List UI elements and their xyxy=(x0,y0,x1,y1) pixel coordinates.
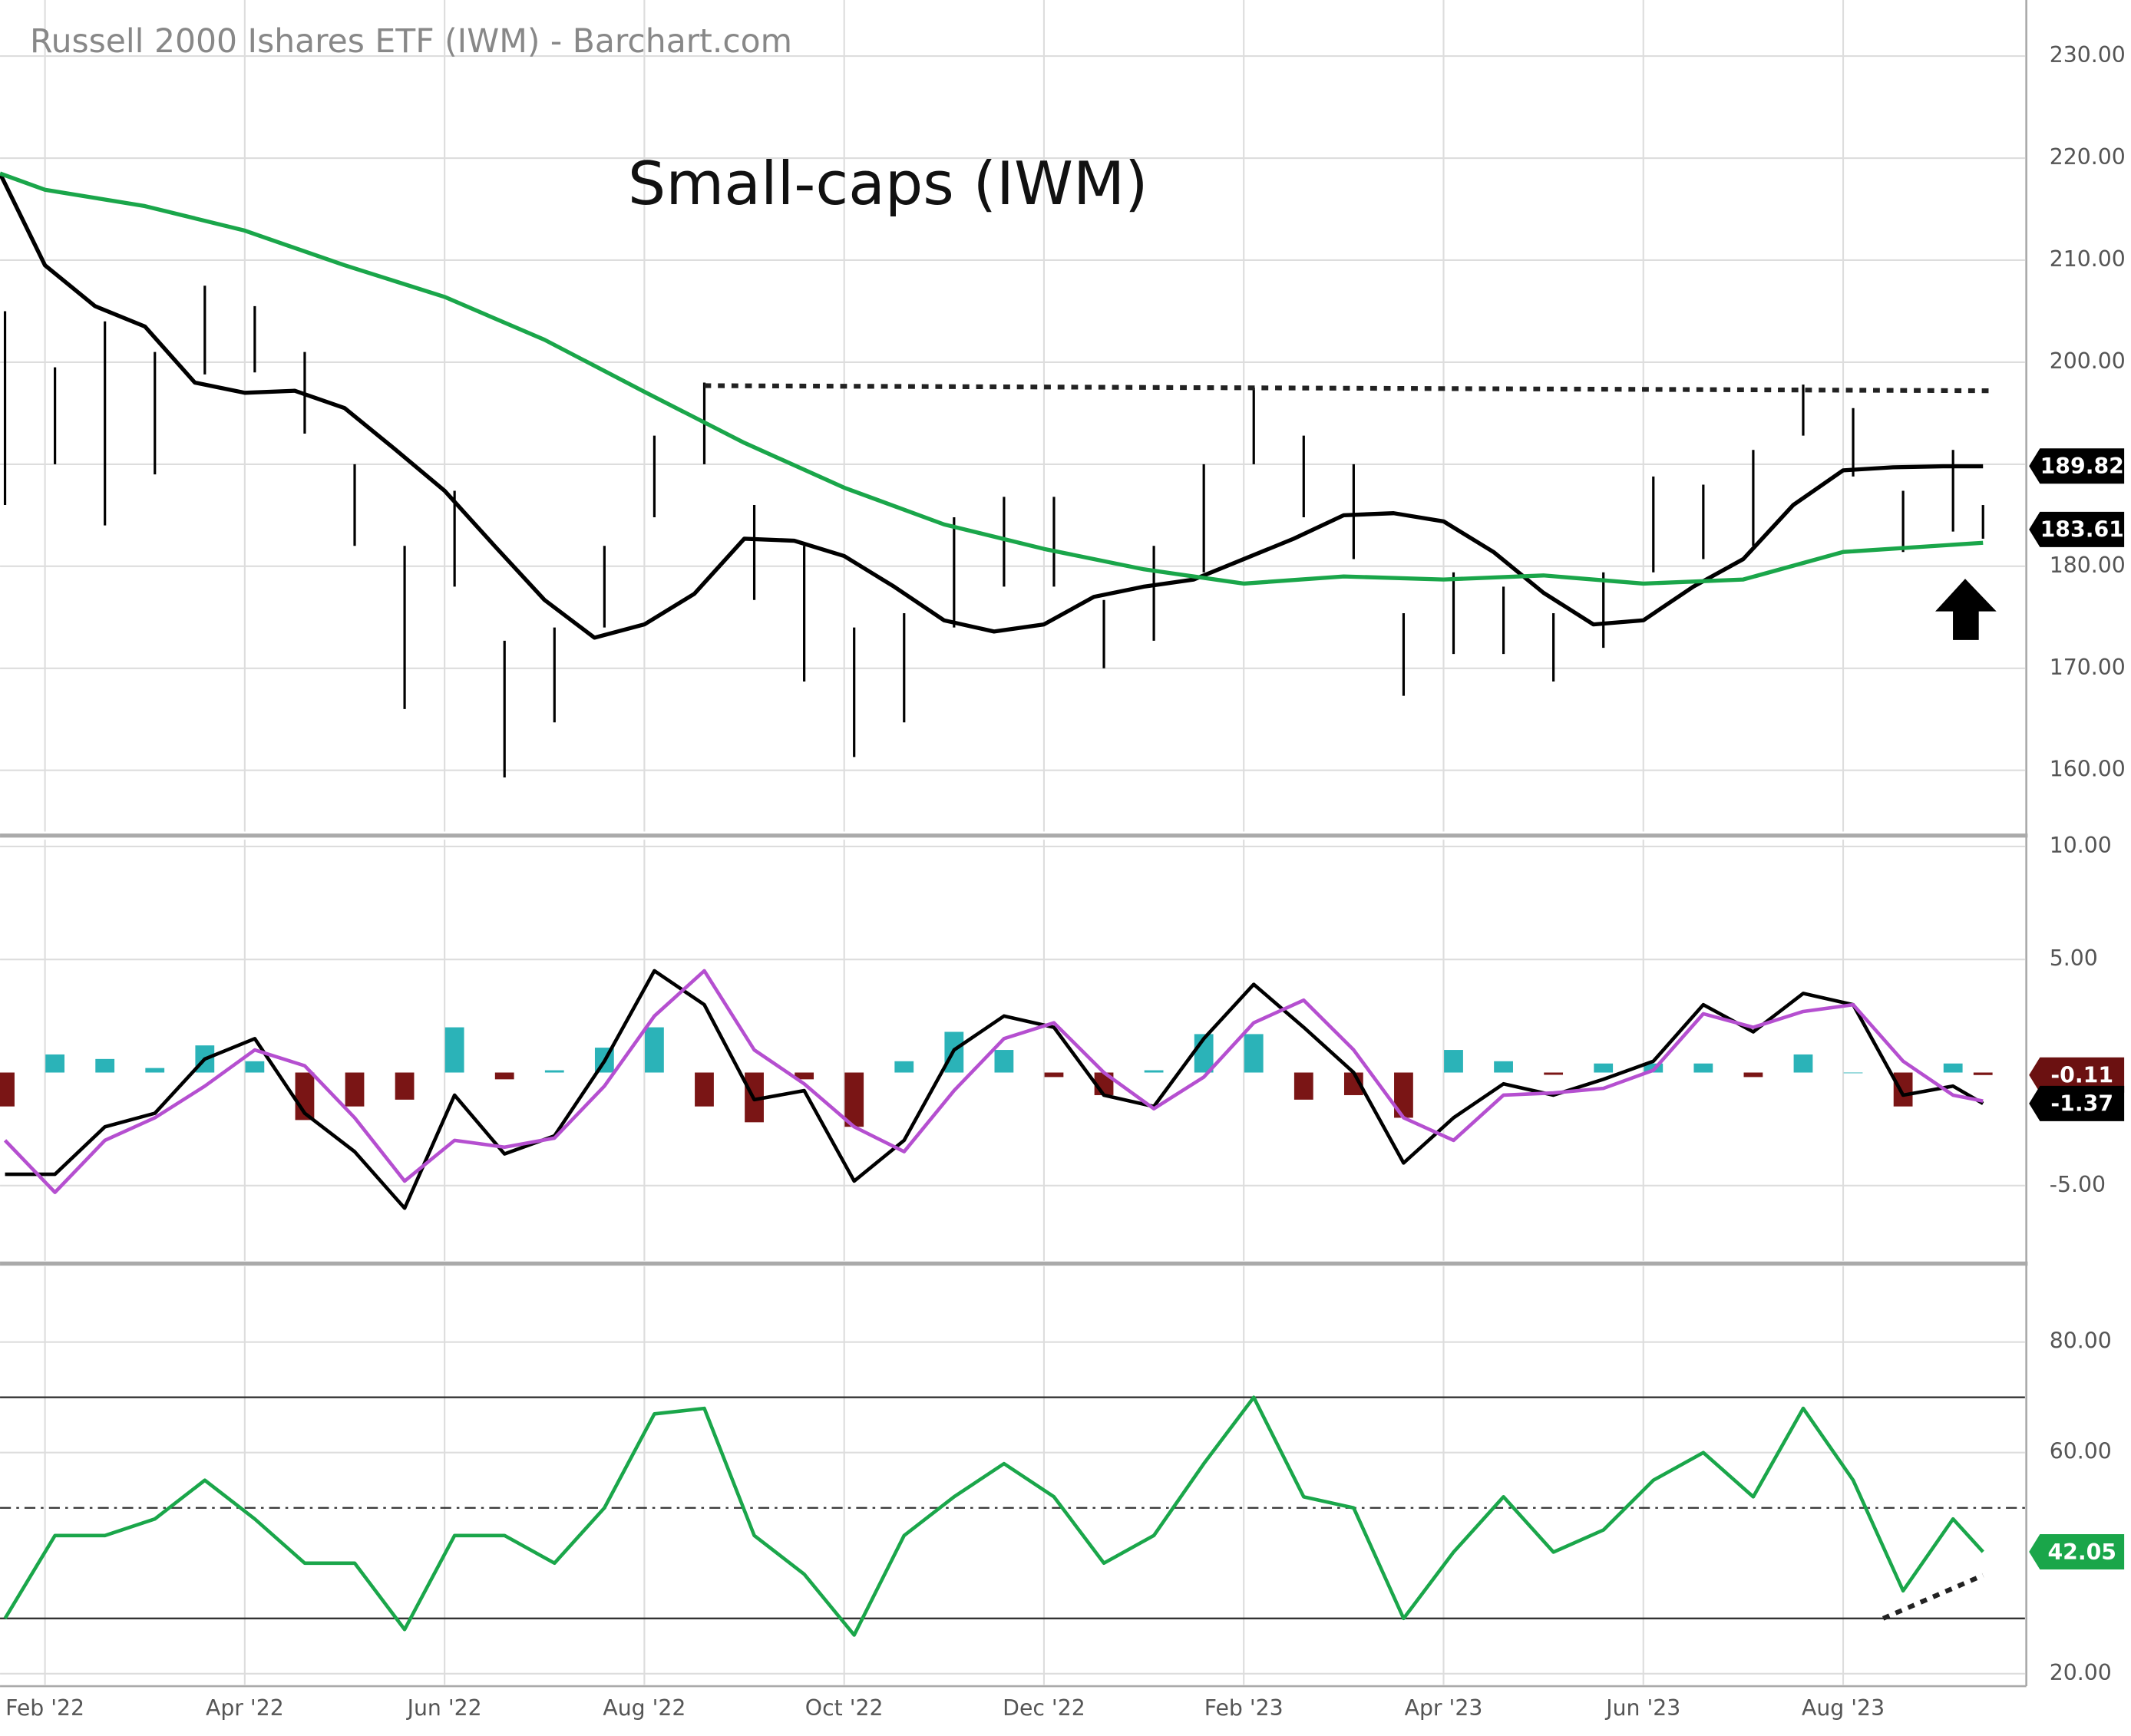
value-marker-label: 183.61 xyxy=(2040,517,2124,543)
histogram-bar xyxy=(795,1072,814,1080)
histogram-bar xyxy=(544,1070,564,1073)
y-tick-label: 80.00 xyxy=(2050,1328,2112,1354)
series-line xyxy=(0,172,1984,640)
histogram-bar xyxy=(1244,1034,1264,1073)
grid xyxy=(0,0,2025,1685)
histogram-bar xyxy=(1843,1072,1863,1074)
x-tick-label: Jun '22 xyxy=(406,1695,482,1721)
histogram-bar xyxy=(994,1050,1014,1073)
histogram-bar xyxy=(494,1072,514,1080)
y-tick-label: 20.00 xyxy=(2050,1660,2112,1685)
y-tick-label: 180.00 xyxy=(2050,553,2126,578)
series-line xyxy=(0,171,1984,586)
histogram-bar xyxy=(95,1058,115,1073)
trendline xyxy=(1882,1573,1984,1621)
histogram-bar xyxy=(1943,1063,1963,1073)
histogram-bar xyxy=(1544,1072,1564,1075)
x-tick-label: Feb '23 xyxy=(1204,1695,1284,1721)
value-marker-label: 189.82 xyxy=(2040,454,2124,479)
value-marker xyxy=(2029,448,2125,484)
histogram-bar xyxy=(1594,1063,1614,1073)
histogram-bar xyxy=(345,1072,365,1107)
histogram-bar xyxy=(1444,1050,1463,1073)
series-line xyxy=(3,1395,1984,1637)
histogram-bar xyxy=(1144,1070,1164,1073)
x-tick-label: Oct '22 xyxy=(805,1695,884,1721)
x-tick-label: Dec '22 xyxy=(1003,1695,1085,1721)
histogram-bar xyxy=(645,1027,664,1073)
histogram-bar xyxy=(1044,1072,1064,1078)
x-tick-label: Apr '23 xyxy=(1405,1695,1483,1721)
histogram-bar xyxy=(1693,1063,1713,1073)
histogram-bar xyxy=(1494,1061,1513,1073)
histogram-bar xyxy=(844,1072,864,1127)
x-tick-label: Aug '22 xyxy=(603,1695,686,1721)
x-tick-label: Feb '22 xyxy=(5,1695,84,1721)
histogram-bar xyxy=(145,1068,165,1073)
value-marker-label: 42.05 xyxy=(2047,1540,2116,1565)
histogram-bar xyxy=(1743,1072,1763,1078)
value-marker xyxy=(2029,1534,2125,1570)
y-tick-label: 160.00 xyxy=(2050,757,2126,782)
value-marker xyxy=(2029,1057,2125,1093)
y-tick-label: -5.00 xyxy=(2050,1172,2106,1197)
x-tick-label: Apr '22 xyxy=(206,1695,284,1721)
histogram-bar xyxy=(245,1061,265,1073)
histogram-bar xyxy=(1893,1072,1913,1107)
chart-title: Small-caps (IWM) xyxy=(628,150,1148,219)
y-tick-label: 210.00 xyxy=(2050,246,2126,272)
series-line xyxy=(5,969,1984,1210)
value-marker xyxy=(2029,1085,2125,1121)
y-tick-label: 170.00 xyxy=(2050,655,2126,680)
y-tick-label: 220.00 xyxy=(2050,144,2126,170)
x-tick-label: Jun '23 xyxy=(1604,1695,1680,1721)
y-tick-label: 10.00 xyxy=(2050,833,2112,858)
histogram-bar xyxy=(695,1072,714,1107)
histogram-bar xyxy=(444,1027,464,1073)
y-tick-label: 5.00 xyxy=(2050,946,2098,971)
value-marker-label: -0.11 xyxy=(2050,1063,2113,1088)
x-tick-label: Aug '23 xyxy=(1802,1695,1885,1721)
histogram-bar xyxy=(1293,1072,1313,1100)
histogram-bar xyxy=(395,1072,415,1100)
value-marker xyxy=(2029,511,2125,547)
histogram-bar xyxy=(45,1054,64,1073)
y-tick-label: 200.00 xyxy=(2050,348,2126,374)
histogram-bar xyxy=(894,1061,914,1073)
marks xyxy=(0,171,1994,1637)
trendline xyxy=(704,383,1994,394)
histogram-bar xyxy=(1973,1072,1993,1075)
series-line xyxy=(3,969,1984,1194)
y-tick-label: 230.00 xyxy=(2050,42,2126,68)
value-marker-label: -1.37 xyxy=(2050,1091,2113,1117)
header: Russell 2000 Ishares ETF (IWM) - Barchar… xyxy=(30,23,792,61)
histogram-bar xyxy=(1793,1054,1813,1073)
histogram-bar xyxy=(0,1072,15,1107)
arrow-annotation xyxy=(1935,579,1997,640)
y-tick-label: 60.00 xyxy=(2050,1439,2112,1464)
